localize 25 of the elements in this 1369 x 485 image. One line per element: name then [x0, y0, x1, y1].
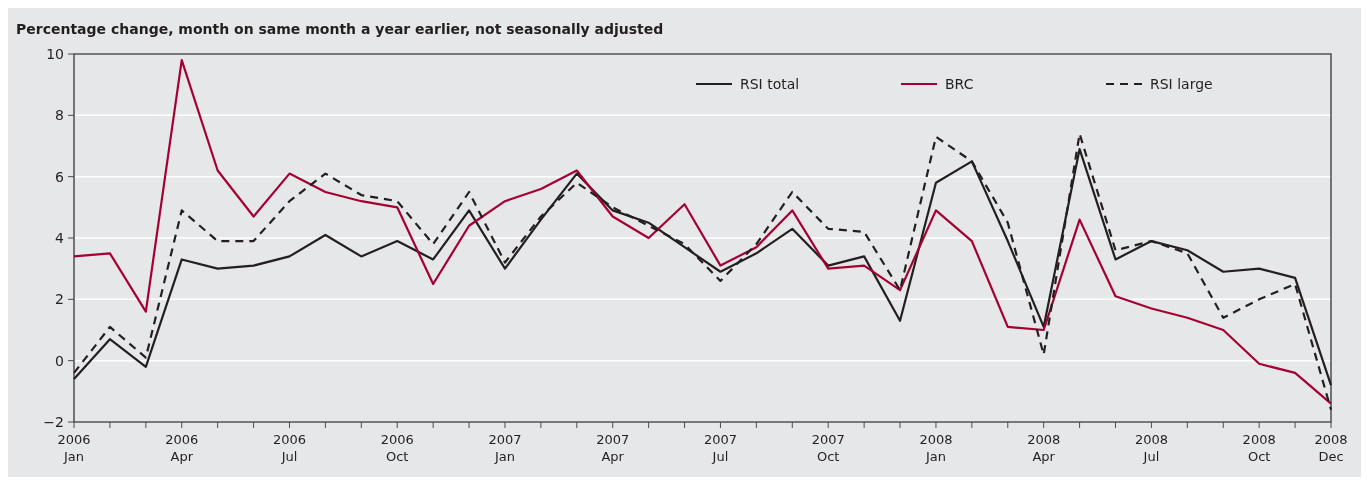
x-tick-label: 2007 Jan	[488, 432, 522, 464]
legend-label: BRC	[945, 75, 974, 92]
legend-label: RSI large	[1150, 75, 1213, 92]
x-tick-label: 2007 Oct	[811, 432, 845, 464]
legend-label: RSI total	[740, 75, 800, 92]
y-tick-label: 2	[55, 291, 64, 308]
line-series	[72, 59, 1333, 405]
x-tick-label: 2006 Apr	[165, 432, 199, 464]
y-tick-label: 8	[55, 107, 64, 124]
x-tick-label: 2006 Jan	[57, 432, 91, 464]
x-tick-label: 2008 Jul	[1134, 432, 1168, 464]
x-tick-label: 2008 Dec	[1314, 432, 1348, 464]
x-tick-label: 2008 Jan	[919, 432, 953, 464]
x-tick-label: 2008 Oct	[1242, 432, 1276, 464]
y-tick-label: 6	[55, 168, 65, 185]
chart-title: Percentage change, month on same month a year earlier, not seasonally adjusted	[16, 21, 664, 37]
x-tick-label: 2006 Jul	[272, 432, 307, 464]
y-tick-label: 4	[55, 229, 65, 246]
x-tick-label: 2007 Apr	[596, 432, 630, 464]
y-tick-label: 10	[46, 45, 64, 62]
x-tick-label: 2007 Jul	[703, 432, 737, 464]
y-tick-label: 0	[55, 352, 64, 369]
x-tick-label: 2006 Oct	[380, 432, 414, 464]
x-tick-label: 2008 Apr	[1027, 432, 1061, 464]
y-tick-label: −2	[43, 413, 64, 430]
